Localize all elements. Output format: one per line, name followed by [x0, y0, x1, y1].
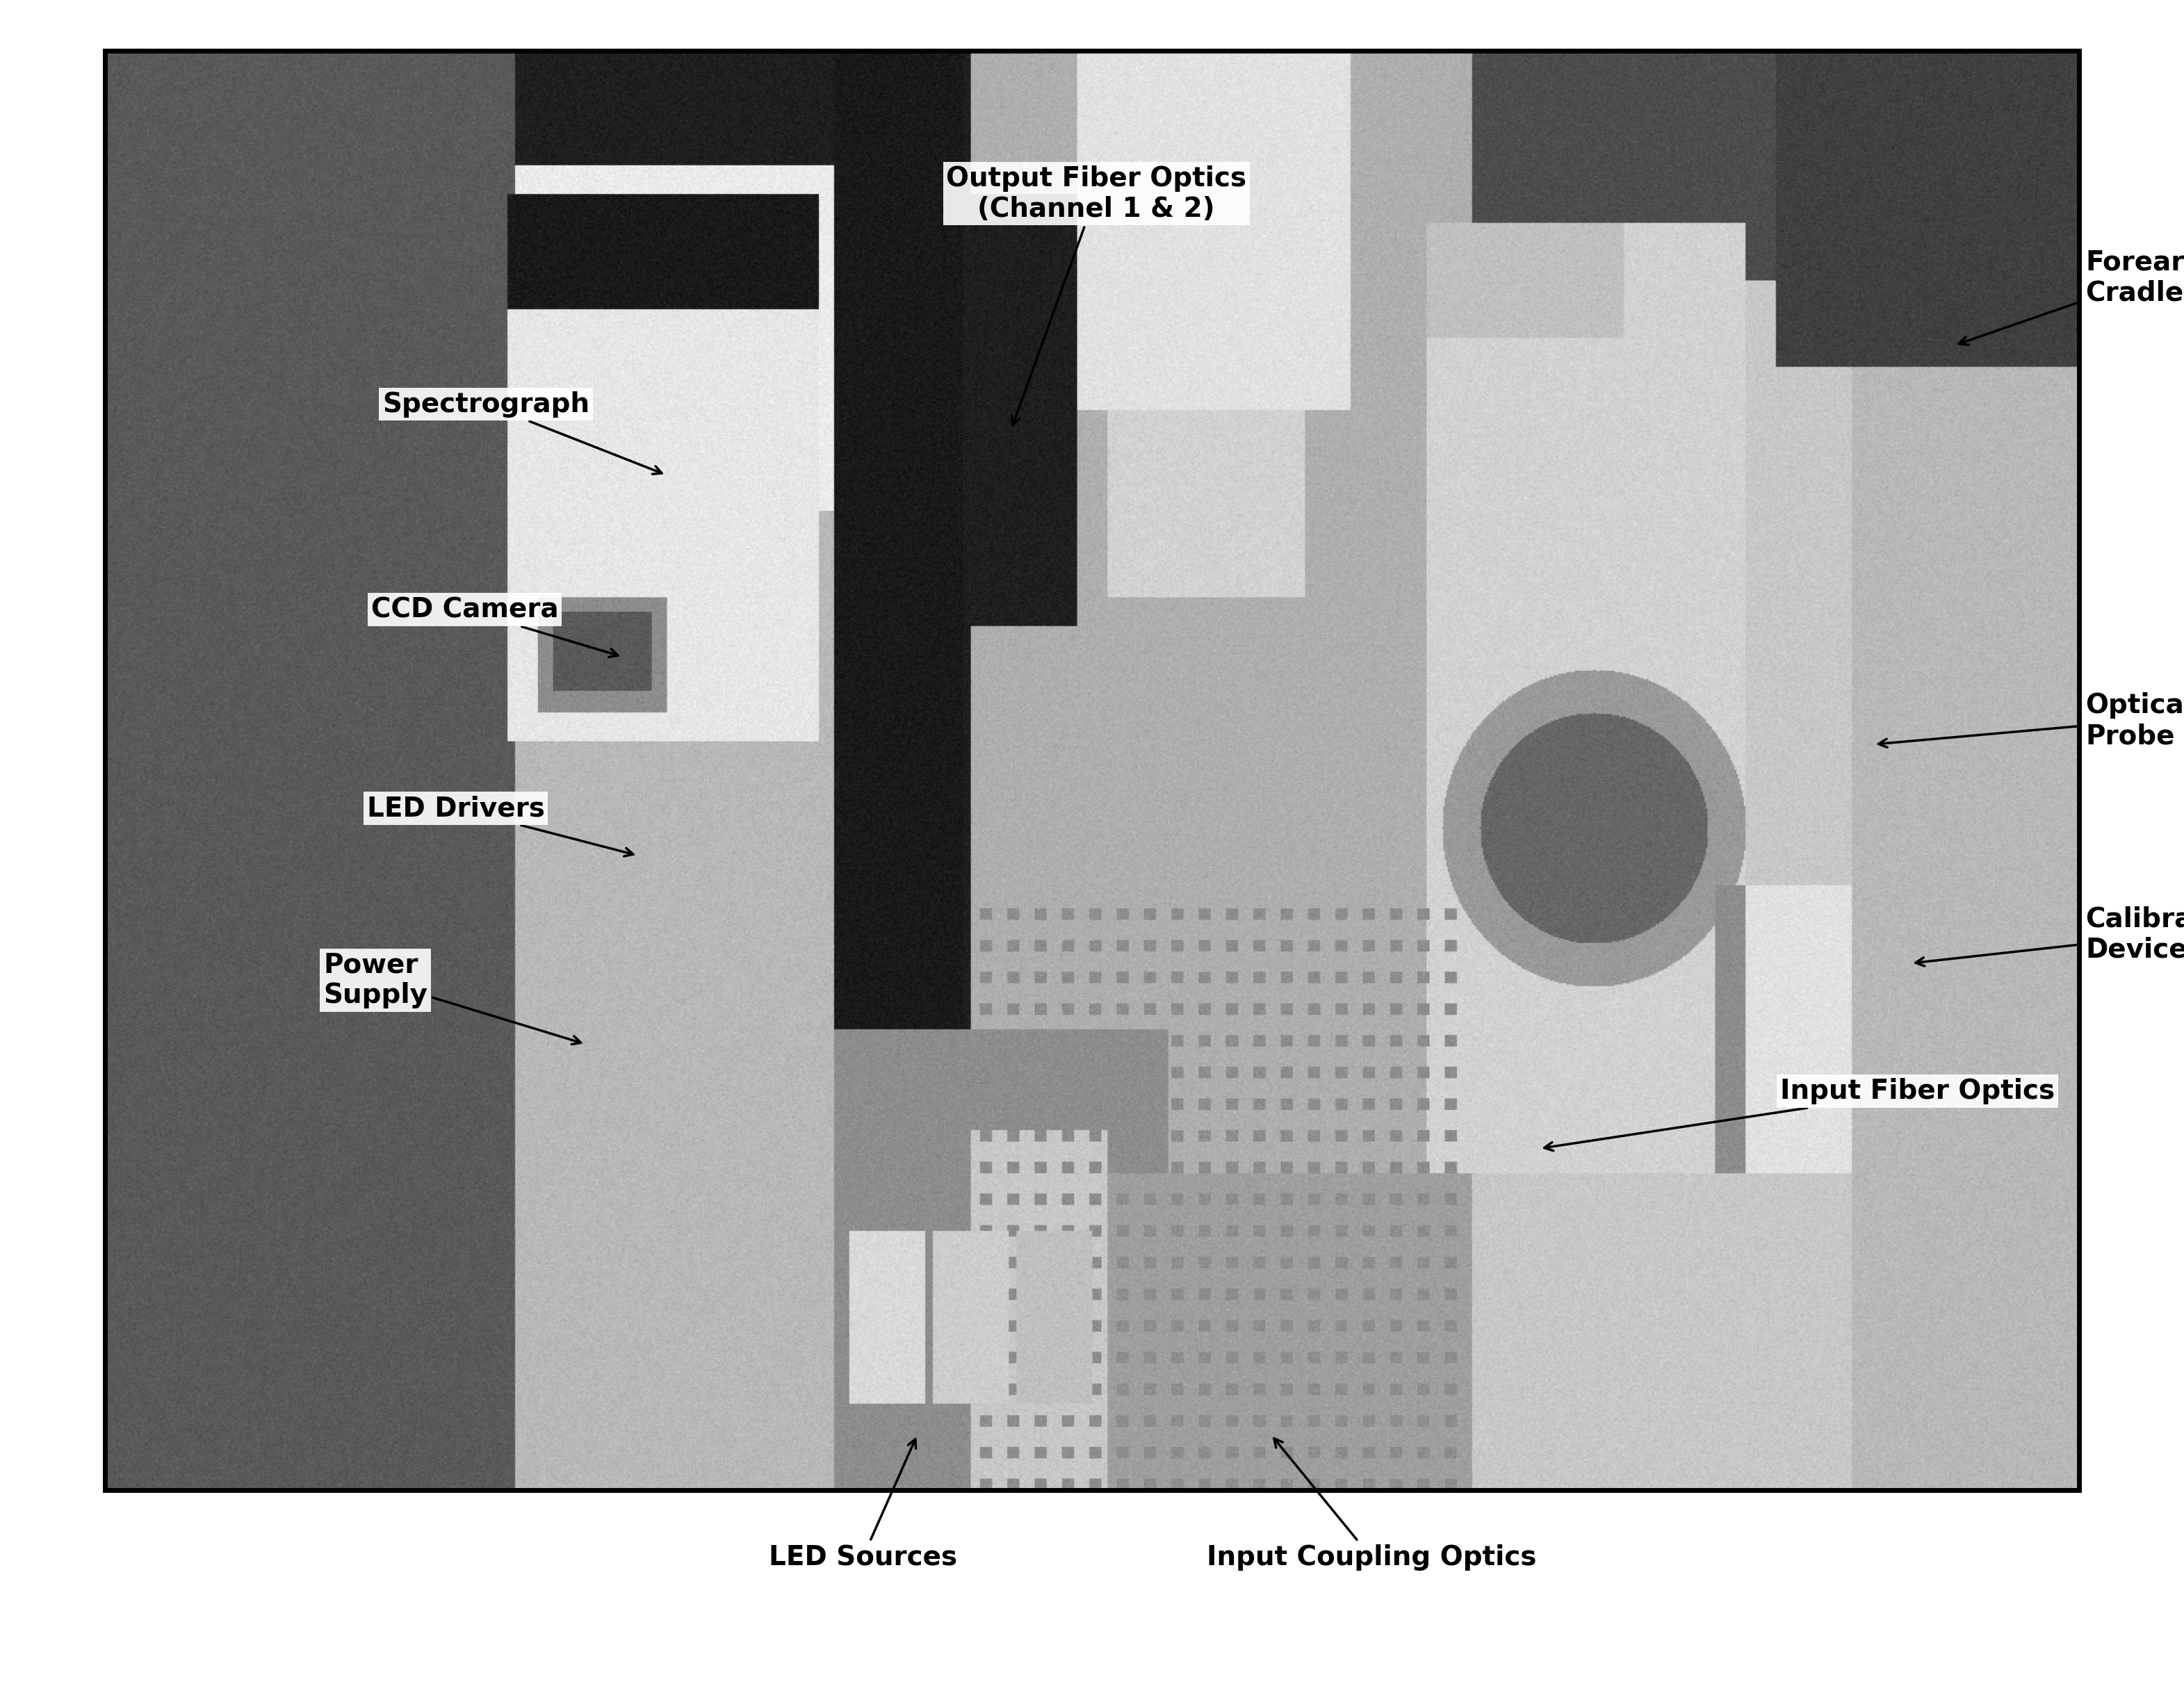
Text: LED Drivers: LED Drivers: [367, 795, 633, 855]
Text: Spectrograph: Spectrograph: [382, 391, 662, 475]
Text: CCD Camera: CCD Camera: [371, 596, 618, 657]
Text: Input Coupling Optics: Input Coupling Optics: [1206, 1438, 1538, 1571]
Text: LED Sources: LED Sources: [769, 1440, 957, 1571]
Text: Forearm
Cradle: Forearm Cradle: [1959, 249, 2184, 345]
Text: Power
Supply: Power Supply: [323, 951, 581, 1044]
Text: Calibration
Device: Calibration Device: [1915, 906, 2184, 967]
Text: Output Fiber Optics
(Channel 1 & 2): Output Fiber Optics (Channel 1 & 2): [946, 165, 1247, 424]
Text: Input Fiber Optics: Input Fiber Optics: [1544, 1078, 2055, 1150]
Text: Optical
Probe: Optical Probe: [1878, 692, 2184, 749]
